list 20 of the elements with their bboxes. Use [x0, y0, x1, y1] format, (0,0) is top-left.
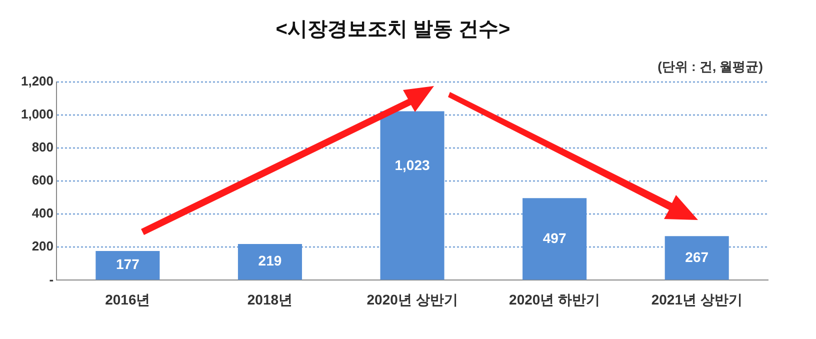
data-label: 219	[258, 252, 282, 269]
text: (단위 : 건, 월평균)	[658, 59, 763, 74]
x-tick-label: 2020년 상반기	[366, 291, 458, 308]
x-tick-label: 2018년	[247, 291, 293, 308]
x-tick-label: 2021년 상반기	[651, 291, 742, 308]
bar	[96, 250, 160, 280]
y-tick-label: 200	[32, 238, 54, 254]
data-label: 1,023	[394, 157, 430, 174]
y-tick-label: 400	[32, 206, 54, 221]
data-label: 267	[685, 248, 709, 265]
data-label: 497	[542, 230, 566, 246]
x-tick-label: 2020년 하반기	[509, 291, 600, 308]
y-tick-label: -	[49, 272, 54, 287]
x-tick-label: 2016년	[105, 291, 150, 308]
y-tick-label: 1,000	[20, 106, 54, 122]
data-label: 177	[116, 256, 140, 272]
chart-title: <시장경보조치 발동 건수>	[276, 18, 510, 41]
y-tick-label: 800	[32, 140, 54, 155]
y-tick-label: 600	[32, 172, 54, 188]
y-tick-label: 1,200	[20, 74, 54, 89]
